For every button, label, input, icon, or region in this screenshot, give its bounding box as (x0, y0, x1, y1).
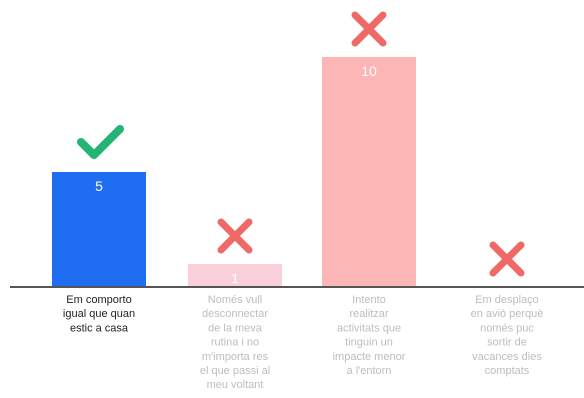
category-label-line: activitats que (337, 322, 401, 334)
category-label-line: realitzar (349, 308, 388, 320)
category-label-line: igual que quan (63, 308, 135, 320)
category-label-3: Intento realitzar activitats que tinguin un… (333, 294, 406, 377)
category-label-line: impacte menor (333, 351, 406, 363)
category-label-line: Em comporto (66, 294, 131, 306)
category-label-line: m'importa res (202, 351, 269, 363)
category-label-2: Només vull desconnectar de la meva rutina i… (200, 294, 270, 391)
category-label-line: rutina i no (211, 337, 259, 349)
category-label-line: en avió perquè (471, 308, 544, 320)
cross-icon (489, 241, 525, 277)
bar-value-label: 1 (231, 270, 239, 286)
category-label-line: desconnectar (202, 308, 268, 320)
category-label-line: Intento (352, 294, 386, 306)
bars-layer: 5 1 10 (52, 57, 416, 287)
category-label-line: vacances dies (472, 351, 542, 363)
cross-icon (351, 11, 387, 47)
category-label-line: Em desplaço (475, 294, 539, 306)
category-label-1: Em comporto igual que quan estic a casa (63, 294, 135, 334)
cross-icon (217, 218, 253, 254)
category-label-line: meu voltant (207, 379, 264, 391)
category-label-line: de la meva (208, 322, 263, 334)
category-labels-layer: Em comporto igual que quan estic a casa Nom… (63, 294, 543, 391)
category-label-4: Em desplaço en avió perquè només puc sortir… (471, 294, 544, 377)
category-label-line: sortir de (487, 337, 527, 349)
bar-1 (52, 172, 146, 287)
category-label-line: només puc (480, 322, 534, 334)
check-icon (77, 125, 124, 159)
category-label-line: tinguin un (345, 337, 393, 349)
category-label-line: Només vull (208, 294, 262, 306)
bar-3 (322, 57, 416, 287)
category-label-line: comptats (485, 365, 530, 377)
bar-2 (188, 264, 282, 287)
category-label-line: estic a casa (70, 322, 129, 334)
bar-value-label: 5 (95, 178, 103, 194)
category-label-line: el que passi al (200, 365, 270, 377)
bar-value-label: 10 (361, 63, 377, 79)
markers-layer (77, 11, 525, 277)
category-label-line: a l'entorn (347, 365, 392, 377)
